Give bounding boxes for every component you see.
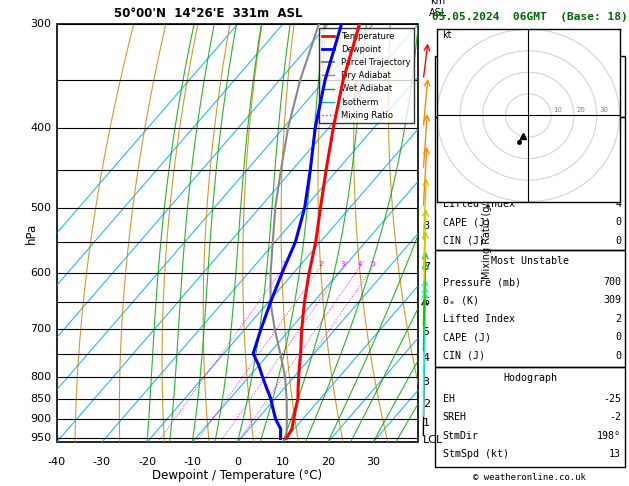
Text: 950: 950 xyxy=(30,434,51,444)
Text: -40: -40 xyxy=(48,457,65,467)
Text: hPa: hPa xyxy=(25,223,38,244)
Text: 4: 4 xyxy=(423,353,430,364)
Text: 6: 6 xyxy=(423,296,430,307)
Text: Lifted Index: Lifted Index xyxy=(443,199,515,209)
Text: SREH: SREH xyxy=(443,412,467,422)
Text: Most Unstable: Most Unstable xyxy=(491,256,569,266)
Text: 48: 48 xyxy=(609,89,621,99)
Text: km
ASL: km ASL xyxy=(429,0,447,18)
Text: 2.03: 2.03 xyxy=(597,107,621,118)
Text: Totals Totals: Totals Totals xyxy=(443,89,521,99)
Text: θₑ (K): θₑ (K) xyxy=(443,295,479,306)
Text: 2: 2 xyxy=(318,261,323,267)
Text: 305: 305 xyxy=(603,180,621,191)
Text: CIN (J): CIN (J) xyxy=(443,236,485,246)
Text: 30: 30 xyxy=(599,107,608,113)
Text: 400: 400 xyxy=(30,122,51,133)
Text: 4: 4 xyxy=(357,261,362,267)
Text: K: K xyxy=(443,70,448,81)
Text: 800: 800 xyxy=(30,372,51,382)
Text: 50°00'N  14°26'E  331m  ASL: 50°00'N 14°26'E 331m ASL xyxy=(114,7,303,20)
Text: 13: 13 xyxy=(609,449,621,459)
Text: Surface: Surface xyxy=(509,122,551,133)
Text: Temp (°C): Temp (°C) xyxy=(443,143,497,154)
Text: 309: 309 xyxy=(603,295,621,306)
Text: 05.05.2024  06GMT  (Base: 18): 05.05.2024 06GMT (Base: 18) xyxy=(432,12,628,22)
Text: StmSpd (kt): StmSpd (kt) xyxy=(443,449,509,459)
Text: 8.8: 8.8 xyxy=(603,162,621,172)
Text: LCL: LCL xyxy=(423,434,443,445)
Text: 5: 5 xyxy=(370,261,375,267)
Text: 0: 0 xyxy=(615,351,621,361)
Bar xyxy=(435,367,625,467)
Text: 2: 2 xyxy=(615,314,621,324)
Legend: Temperature, Dewpoint, Parcel Trajectory, Dry Adiabat, Wet Adiabat, Isotherm, Mi: Temperature, Dewpoint, Parcel Trajectory… xyxy=(319,29,414,123)
Text: Dewpoint / Temperature (°C): Dewpoint / Temperature (°C) xyxy=(152,469,323,483)
Text: 20: 20 xyxy=(576,107,585,113)
Text: θₑ(K): θₑ(K) xyxy=(443,180,473,191)
Text: 3: 3 xyxy=(341,261,345,267)
Text: 0: 0 xyxy=(615,236,621,246)
Text: -20: -20 xyxy=(138,457,156,467)
Text: 0: 0 xyxy=(234,457,241,467)
Text: 3: 3 xyxy=(423,377,430,387)
Text: 10: 10 xyxy=(554,107,562,113)
Text: 8: 8 xyxy=(423,221,430,231)
Text: 2: 2 xyxy=(423,399,430,409)
Text: -25: -25 xyxy=(603,394,621,404)
Text: 30: 30 xyxy=(366,457,380,467)
Text: 900: 900 xyxy=(30,414,51,424)
Text: 1: 1 xyxy=(423,417,430,428)
Bar xyxy=(435,117,625,250)
Bar xyxy=(435,250,625,367)
Text: PW (cm): PW (cm) xyxy=(443,107,485,118)
Text: 500: 500 xyxy=(30,203,51,213)
Text: Hodograph: Hodograph xyxy=(503,373,557,383)
Text: EH: EH xyxy=(443,394,455,404)
Text: 0: 0 xyxy=(615,217,621,227)
Text: 7: 7 xyxy=(423,262,430,272)
Text: 850: 850 xyxy=(30,394,51,403)
Text: 0: 0 xyxy=(615,332,621,343)
Text: 300: 300 xyxy=(30,19,51,29)
Text: 1: 1 xyxy=(282,261,286,267)
Text: Lifted Index: Lifted Index xyxy=(443,314,515,324)
Text: 198°: 198° xyxy=(597,431,621,441)
Text: 10.1: 10.1 xyxy=(597,143,621,154)
Text: 4: 4 xyxy=(615,199,621,209)
Text: StmDir: StmDir xyxy=(443,431,479,441)
Text: 700: 700 xyxy=(30,324,51,334)
Text: Mixing Ratio (g/kg): Mixing Ratio (g/kg) xyxy=(482,187,492,279)
Text: CIN (J): CIN (J) xyxy=(443,351,485,361)
Text: kt: kt xyxy=(442,30,451,40)
Text: © weatheronline.co.uk: © weatheronline.co.uk xyxy=(474,473,586,482)
Text: Dewp (°C): Dewp (°C) xyxy=(443,162,497,172)
Text: 27: 27 xyxy=(609,70,621,81)
Text: 600: 600 xyxy=(30,268,51,278)
Text: Pressure (mb): Pressure (mb) xyxy=(443,277,521,287)
Text: CAPE (J): CAPE (J) xyxy=(443,217,491,227)
Text: -10: -10 xyxy=(183,457,201,467)
Text: 5: 5 xyxy=(423,327,430,337)
Text: CAPE (J): CAPE (J) xyxy=(443,332,491,343)
Text: 700: 700 xyxy=(603,277,621,287)
Text: -2: -2 xyxy=(609,412,621,422)
Bar xyxy=(435,56,625,117)
Text: 20: 20 xyxy=(321,457,335,467)
Text: -30: -30 xyxy=(93,457,111,467)
Text: 10: 10 xyxy=(276,457,290,467)
